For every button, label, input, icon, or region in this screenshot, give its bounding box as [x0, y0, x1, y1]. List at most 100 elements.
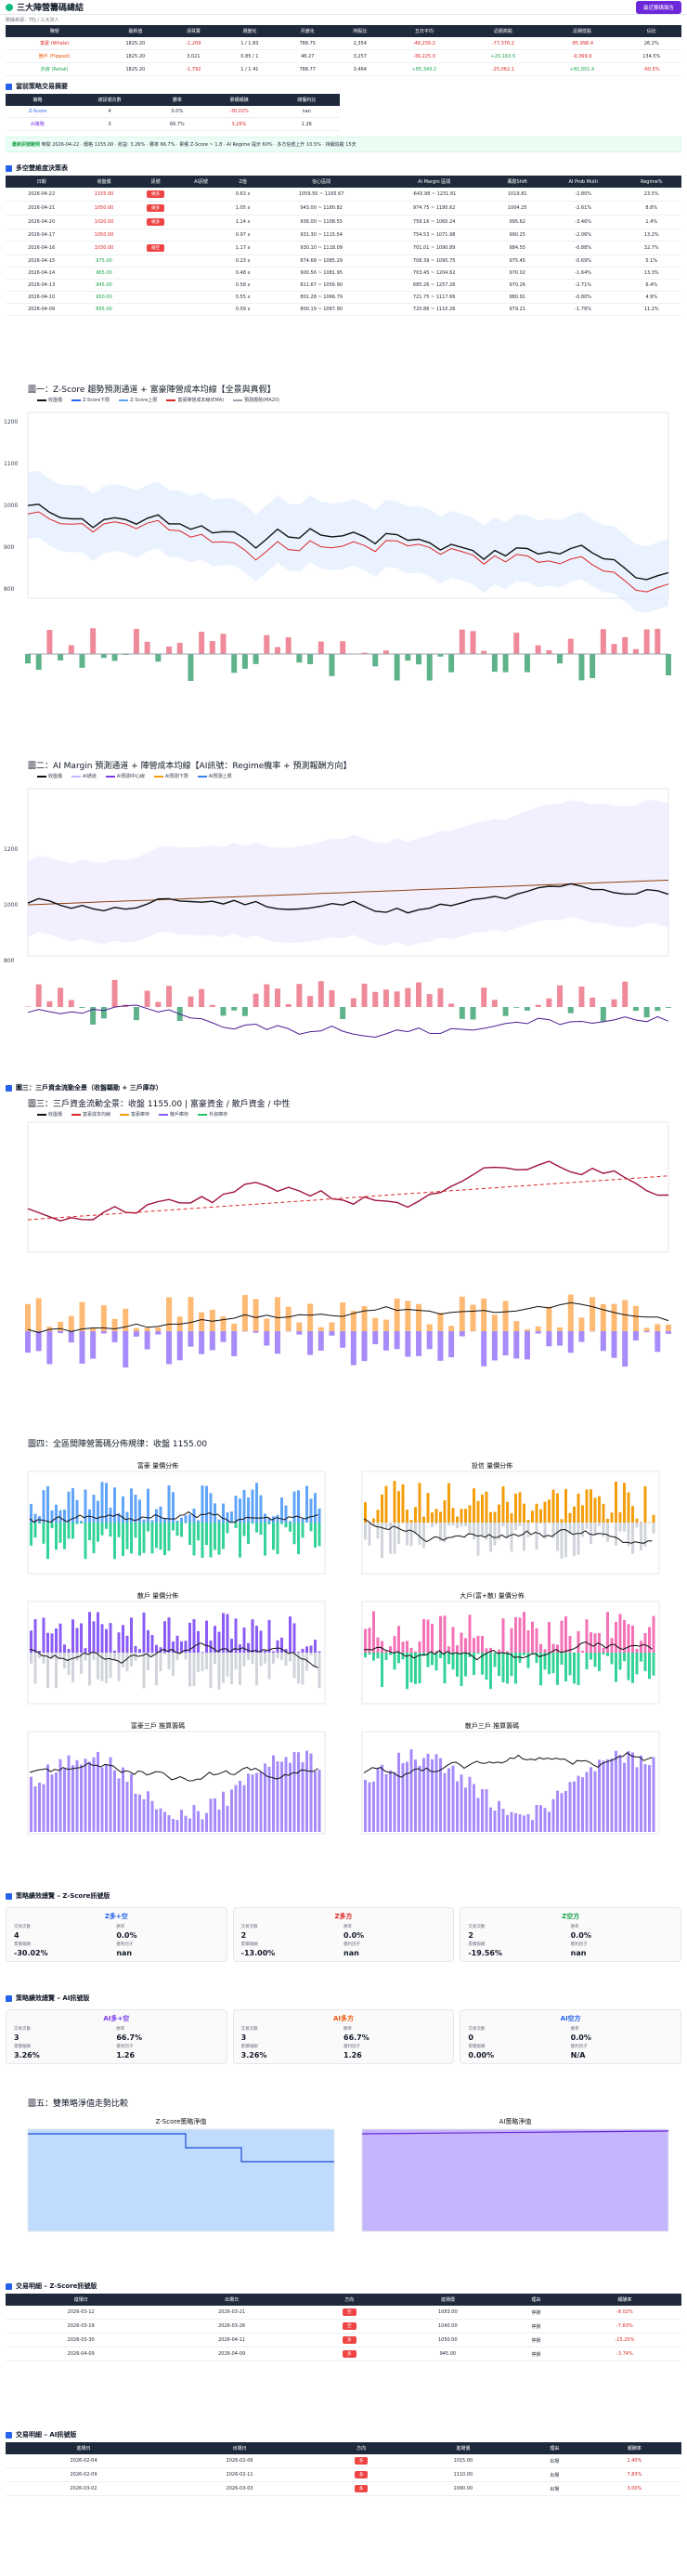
bar: [481, 1523, 484, 1536]
bar: [622, 981, 629, 1007]
bar: [372, 1611, 375, 1653]
bar: [585, 1772, 589, 1832]
bar: [188, 1622, 191, 1653]
bar: [175, 1523, 179, 1536]
value: nan: [570, 1949, 587, 1957]
bar: [84, 1489, 87, 1523]
bar: [405, 654, 411, 661]
table-cell: +85,343.2: [384, 62, 464, 76]
figure-two: 圖二：AI Margin 預測通道 + 陣營成本均線【AI訊號：Regime機率…: [0, 757, 687, 1064]
bar: [564, 1653, 567, 1682]
bar: [393, 1636, 396, 1653]
bar: [175, 1820, 179, 1832]
table-cell: -48,239.2: [384, 37, 464, 50]
trades-ai-table: 進場日 出場日 方向 進場價 理由 報酬率 2026-02-04 2026-02-06 多 101…: [6, 2442, 681, 2496]
bar: [209, 1653, 213, 1689]
legend-item: 富豪成本均線: [71, 1111, 110, 1118]
table-cell: 1059.50 ~ 1165.67: [264, 188, 379, 202]
table-row: Z-Score 4 0.0% -30.02% nan: [6, 106, 340, 118]
bar: [655, 1007, 661, 1012]
table-cell: 2026-02-09: [6, 2467, 162, 2482]
bar: [590, 997, 596, 1007]
column-header: 方向: [318, 2442, 406, 2454]
bar: [577, 1775, 580, 1832]
bar: [406, 1641, 408, 1653]
bar: [234, 1496, 238, 1523]
bar: [92, 1621, 96, 1653]
bar: [55, 1653, 58, 1689]
z-equity-title: Z-Score策略淨值: [156, 2117, 207, 2125]
bar: [222, 1613, 225, 1653]
table-cell: -36,225.0: [384, 49, 464, 63]
bar: [643, 1764, 647, 1832]
bar: [631, 1653, 634, 1683]
table-cell: 1040.00: [391, 2319, 504, 2334]
ai-icon: [6, 1994, 12, 2002]
table-row: 2026-04-15 975.00 0.23 x 874.68 ~ 1085.29 70…: [6, 255, 681, 268]
table-cell: [180, 267, 222, 280]
bar: [133, 1327, 139, 1331]
bar: [125, 1653, 129, 1672]
table-cell: 979.21: [489, 303, 545, 316]
bar: [394, 1331, 400, 1350]
bar: [201, 1653, 204, 1671]
bar: [556, 1790, 559, 1832]
bar: [75, 1628, 79, 1653]
table-cell: 空: [306, 2306, 392, 2320]
table-cell: 多: [318, 2467, 406, 2482]
bar: [364, 1653, 367, 1658]
table-row: AI策略 3 66.7% 3.26% 1.26: [6, 117, 340, 131]
bar: [33, 1785, 37, 1832]
bar: [318, 1769, 321, 1832]
bar: [652, 1653, 655, 1676]
table-row: 2026-02-09 2026-02-11 多 1110.00 出場 7.83%: [6, 2467, 681, 2482]
bar: [289, 1762, 292, 1832]
bar: [394, 1298, 400, 1331]
bar: [159, 1523, 162, 1550]
bar: [481, 1635, 484, 1653]
bar: [305, 1653, 308, 1671]
bar: [159, 1808, 162, 1832]
bar: [84, 1648, 87, 1653]
bar: [297, 1523, 300, 1555]
bar: [172, 1523, 175, 1531]
bar: [309, 1653, 313, 1656]
bar: [506, 1653, 509, 1684]
panel-title: 富豪三戶 推算籌碼: [131, 1721, 185, 1730]
bar: [147, 1523, 149, 1532]
bar: [543, 1501, 547, 1523]
table-row: 2026-04-22 1155.00 做多 0.63 x 1059.50 ~ 1165.…: [6, 188, 681, 202]
report-button[interactable]: 最近籌碼報告: [635, 0, 681, 14]
bar: [389, 1646, 392, 1653]
value: 0.00%: [468, 2051, 495, 2059]
table-cell: [180, 279, 222, 292]
bar: [581, 1777, 584, 1832]
bar: [251, 1774, 254, 1832]
bar: [381, 1523, 383, 1559]
bar: [88, 1612, 91, 1653]
bar: [176, 643, 183, 654]
table-cell: 931.30 ~ 1115.54: [264, 229, 379, 242]
column-header: 風險Shift: [489, 176, 545, 188]
bar: [623, 1762, 626, 1832]
bar: [147, 1488, 149, 1523]
bar: [305, 1646, 308, 1653]
table-cell: 1825.20: [103, 49, 168, 63]
bar: [640, 1653, 642, 1662]
value: N/A: [570, 2051, 586, 2059]
bar: [546, 998, 552, 1007]
column-header: 方向: [306, 2294, 392, 2306]
bar: [159, 1506, 162, 1523]
bar: [510, 1653, 513, 1677]
bar: [217, 1631, 221, 1653]
bar: [491, 1000, 498, 1007]
table-cell: 停損: [503, 2319, 568, 2334]
strategy-card: Z多方 交易次數 勝率 2 0.0% 累積報酬 獲利因子 -13.00% nan: [232, 1907, 455, 1962]
legend-item: 外資庫存: [198, 1111, 227, 1118]
table-row: 2026-02-04 2026-02-06 多 1015.00 出場 1.40%: [6, 2454, 681, 2468]
value: -19.56%: [468, 1949, 502, 1957]
table-cell: 2,354: [335, 37, 385, 50]
z-cards-section: 策略績效總覽 – Z-Score訊號版 Z多+空 交易次數 勝率 4 0.0% 累積…: [0, 1886, 687, 1966]
table-cell: 930.10 ~ 1118.09: [264, 241, 379, 255]
